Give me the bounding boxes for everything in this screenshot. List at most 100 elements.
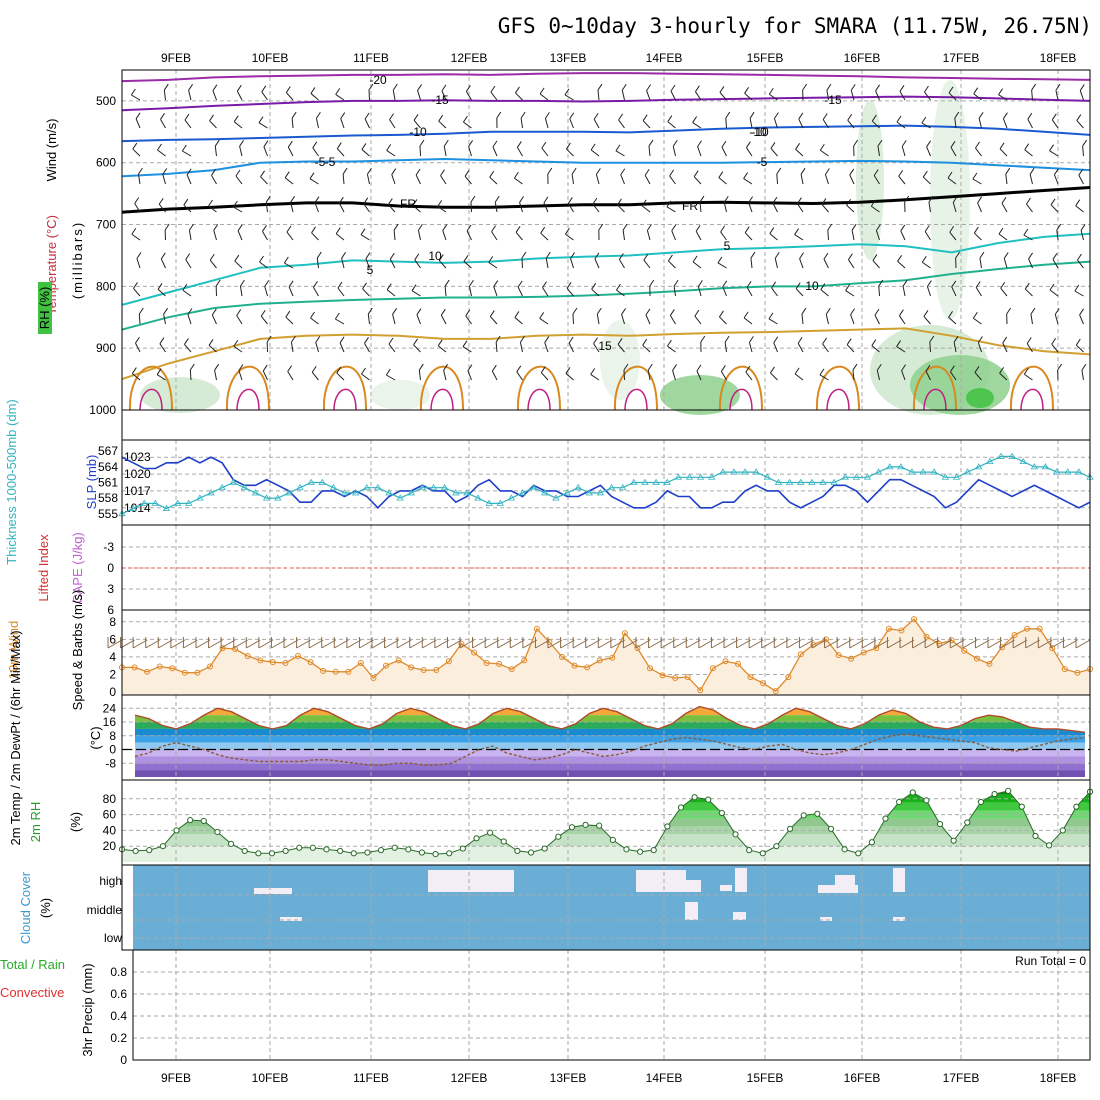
upper-wind-barb <box>1074 290 1084 297</box>
upper-wind-barb-flag <box>595 168 601 175</box>
upper-wind-barb-flag <box>314 196 320 203</box>
upper-wind-barb-flag <box>722 280 728 288</box>
upper-wind-barb-flag <box>338 196 344 204</box>
upper-wind-barb-flag <box>1001 197 1007 204</box>
upper-wind-barb <box>539 317 549 325</box>
surface-wind-barb <box>774 639 789 649</box>
upper-wind-barb <box>975 287 982 297</box>
upper-wind-barb <box>362 288 370 297</box>
wind-speed-marker <box>923 633 930 640</box>
rh-marker <box>187 817 194 824</box>
thickness-marker <box>396 494 404 501</box>
upper-wind-barb <box>952 202 957 213</box>
upper-wind-barb-flag <box>564 88 570 96</box>
upper-wind-barb-flag <box>133 282 138 289</box>
upper-wind-barb-flag <box>871 339 877 346</box>
upper-wind-barb-flag <box>566 282 572 289</box>
upper-wind-barb <box>1026 343 1033 353</box>
upper-wind-barb <box>208 205 217 213</box>
upper-wind-barb-flag <box>694 85 700 92</box>
upper-wind-barb <box>133 288 141 297</box>
upper-wind-barb-flag <box>571 167 577 175</box>
run-total-label: Run Total = 0 <box>1015 954 1086 968</box>
wind-speed-marker <box>747 674 754 681</box>
upper-wind-barb <box>695 231 702 241</box>
thickness-marker <box>229 478 237 485</box>
lifted-index-tick-label: -3 <box>103 540 114 554</box>
upper-wind-barb-flag <box>795 143 800 150</box>
upper-wind-barb-flag <box>750 251 756 259</box>
upper-wind-barb-flag <box>697 280 703 287</box>
upper-wind-barb-flag <box>618 253 624 260</box>
upper-wind-barb <box>290 202 294 213</box>
upper-wind-barb <box>1077 259 1084 269</box>
wind-speed-marker <box>911 616 917 623</box>
upper-wind-barb <box>977 342 982 353</box>
upper-wind-barb-flag <box>467 364 473 371</box>
upper-wind-barb-flag <box>189 363 195 371</box>
upper-wind-barb <box>156 374 166 381</box>
hot-core-contour <box>139 388 163 411</box>
wind-speed-marker <box>345 668 352 675</box>
surface-wind-barb <box>560 639 575 649</box>
thickness-marker <box>841 473 849 480</box>
upper-wind-barb <box>233 345 243 353</box>
upper-wind-barb-flag <box>465 309 471 317</box>
upper-wind-barb-flag <box>771 281 777 289</box>
wind-speed-marker <box>483 660 490 667</box>
upper-wind-barb <box>773 342 778 353</box>
upper-wind-barb-flag <box>441 84 447 92</box>
upper-wind-barb-flag <box>772 196 778 204</box>
upper-wind-barb <box>545 258 549 269</box>
surface-wind-barb <box>371 639 387 649</box>
upper-wind-barb <box>796 203 804 213</box>
upper-wind-barb <box>776 173 778 185</box>
thickness-marker <box>129 504 137 511</box>
temp-band <box>135 728 1085 736</box>
upper-wind-barb <box>874 314 880 325</box>
surface-wind-barb <box>283 639 299 649</box>
upper-wind-barb <box>387 204 396 213</box>
upper-wind-barb <box>618 119 625 129</box>
upper-wind-barb-flag <box>543 196 549 204</box>
upper-wind-barb-flag <box>849 168 855 176</box>
surface-wind-barb <box>962 639 978 649</box>
upper-wind-barb <box>364 343 370 353</box>
upper-wind-barb <box>900 230 906 241</box>
wind-tick-label: 0 <box>109 685 116 699</box>
wind-speed-marker <box>785 674 792 681</box>
surface-wind-barb <box>434 639 450 649</box>
rh-marker <box>473 835 480 842</box>
upper-wind-barb-flag <box>135 336 140 344</box>
upper-wind-barb <box>721 146 727 157</box>
upper-wind-barb <box>285 316 294 325</box>
rh-marker <box>827 825 835 832</box>
day-label-top: 14FEB <box>646 51 683 65</box>
upper-wind-barb-flag <box>540 366 546 373</box>
upper-wind-barb-flag <box>922 170 928 178</box>
upper-wind-barb-flag <box>977 196 983 204</box>
surface-wind-barb <box>1025 639 1040 649</box>
thickness-marker <box>474 494 482 501</box>
rh-marker <box>923 797 930 804</box>
thickness-marker <box>452 489 460 496</box>
upper-wind-barb <box>314 202 319 213</box>
precip-panel-frame <box>132 949 1091 1061</box>
upper-wind-barb <box>641 205 651 213</box>
upper-wind-barb <box>846 204 855 213</box>
isotherm-label: 10 <box>428 249 442 263</box>
upper-wind-barb-flag <box>921 255 927 263</box>
upper-wind-barb-flag <box>1029 168 1035 175</box>
upper-wind-barb <box>520 118 523 129</box>
upper-wind-barb-flag <box>977 336 983 343</box>
upper-wind-barb-flag <box>138 307 144 315</box>
upper-wind-barb-flag <box>820 283 826 290</box>
upper-wind-barb-flag <box>902 279 908 287</box>
rh-marker <box>527 849 535 856</box>
temp-tick-label: 0 <box>109 743 116 757</box>
upper-wind-barb <box>819 374 829 381</box>
upper-wind-barb <box>922 261 931 269</box>
upper-wind-barb <box>850 314 855 325</box>
upper-wind-barb-flag <box>363 197 369 205</box>
upper-wind-barb-flag <box>516 365 522 373</box>
